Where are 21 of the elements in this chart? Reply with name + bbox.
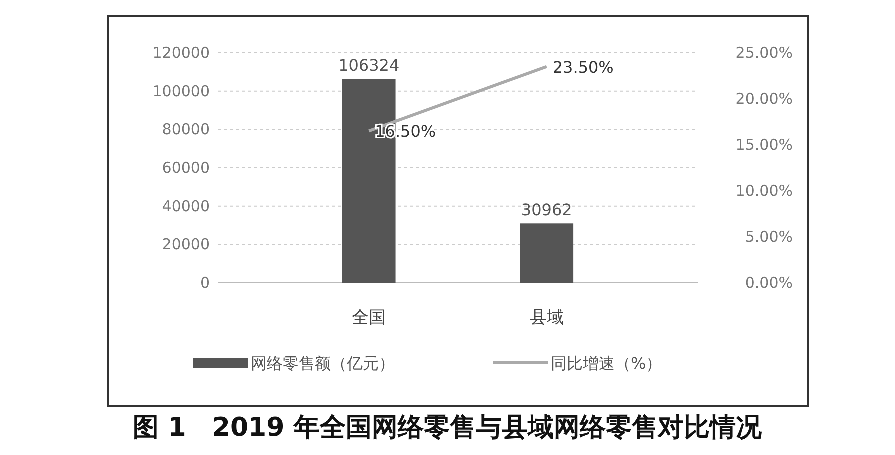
text: 图 1 2019 年全国网络零售与县域网络零售对比情况 <box>133 413 763 443</box>
legend-label: 网络零售额（亿元） <box>251 354 395 373</box>
y-tick-label: 100000 <box>152 82 210 100</box>
y-tick-label: 20000 <box>162 236 210 254</box>
y-tick-label: 80000 <box>162 120 210 139</box>
data-label: 106324 <box>338 56 400 76</box>
y2-tick-label: 0.00% <box>745 274 793 292</box>
y-tick-label: 120000 <box>152 44 210 62</box>
y2-tick-label: 5.00% <box>745 228 793 246</box>
x-tick-label: 全国 <box>352 308 386 328</box>
y-tick-label: 60000 <box>162 159 210 177</box>
y2-tick-label: 25.00% <box>736 44 793 62</box>
y-tick-label: 0 <box>200 274 210 292</box>
y2-tick-label: 20.00% <box>736 90 793 108</box>
data-label: 23.50% <box>552 58 614 77</box>
y2-tick-label: 10.00% <box>736 182 793 200</box>
legend-label: 同比增速（%） <box>551 354 662 373</box>
y2-tick-label: 15.00% <box>736 136 793 154</box>
data-label: 30962 <box>521 200 572 220</box>
x-tick-label: 县域 <box>530 308 564 328</box>
y-tick-label: 40000 <box>162 197 210 216</box>
